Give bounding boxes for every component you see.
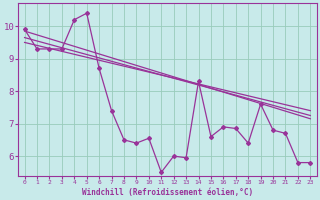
X-axis label: Windchill (Refroidissement éolien,°C): Windchill (Refroidissement éolien,°C) [82,188,253,197]
